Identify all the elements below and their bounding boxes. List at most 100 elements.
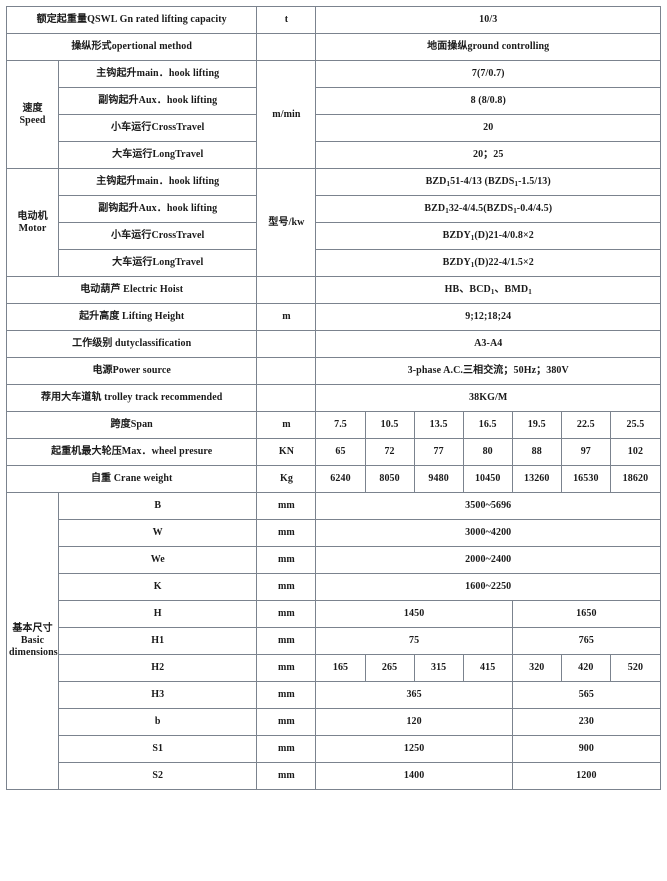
- group-label-speed: 速度 Speed: [5, 60, 60, 169]
- row-value-wheel-3: 80: [462, 438, 513, 466]
- row-value-span-1: 10.5: [364, 411, 415, 439]
- row-unit-power-source: [256, 357, 317, 385]
- row-label-motor-long-travel: 大车运行LongTravel: [58, 249, 258, 277]
- row-value-weight-0: 6240: [315, 465, 366, 493]
- row-value-span-6: 25.5: [609, 411, 662, 439]
- row-label-trolley-track: 荐用大车道轨 trolley track recommended: [5, 384, 258, 412]
- row-label-dim-H: H: [58, 600, 258, 628]
- row-value-wheel-0: 65: [315, 438, 366, 466]
- row-unit-dim-We: mm: [256, 546, 317, 574]
- row-value-motor-cross-travel: BZDY1(D)21-4/0.8×2: [315, 222, 661, 250]
- group-label-basic-en2: dimensions: [9, 646, 58, 658]
- table-row-rated-capacity: 额定起重量QSWL Gn rated lifting capacity t 10…: [5, 6, 661, 34]
- group-label-motor: 电动机 Motor: [5, 168, 60, 277]
- table-row-motor-long-travel: 大车运行LongTravel BZDY1(D)22-4/1.5×2: [7, 249, 661, 277]
- row-value-operation-method: 地面操纵ground controlling: [315, 33, 661, 61]
- row-label-max-wheel-pressure: 起重机最大轮压Max．wheel presure: [5, 438, 258, 466]
- row-value-weight-6: 18620: [609, 465, 662, 493]
- row-label-crane-weight: 自重 Crane weight: [5, 465, 258, 493]
- table-row-duty-classification: 工作级别 dutyclassification A3-A4: [5, 330, 661, 358]
- table-row-dim-S2: S2 mm 1400 1200: [7, 762, 662, 790]
- row-value-dim-H3-left: 365: [315, 681, 513, 709]
- group-label-speed-cn: 速度: [22, 102, 43, 114]
- row-value-dim-H3-right: 565: [511, 681, 662, 709]
- row-value-dim-K: 1600~2250: [315, 573, 661, 601]
- row-label-duty-classification: 工作级别 dutyclassification: [5, 330, 258, 358]
- table-row-dim-H2: H2 mm 165 265 315 415 320 420 520: [7, 654, 662, 682]
- row-unit-dim-S2: mm: [256, 762, 317, 790]
- row-unit-dim-b: mm: [256, 708, 317, 736]
- row-value-dim-S1-right: 900: [511, 735, 662, 763]
- row-label-dim-b: b: [58, 708, 258, 736]
- row-value-dim-H1-right: 765: [511, 627, 662, 655]
- row-value-trolley-track: 38KG/M: [315, 384, 661, 412]
- row-value-wheel-5: 97: [560, 438, 611, 466]
- row-label-electric-hoist: 电动葫芦 Electric Hoist: [5, 276, 258, 304]
- row-label-speed-cross-travel: 小车运行CrossTravel: [58, 114, 258, 142]
- row-value-span-0: 7.5: [315, 411, 366, 439]
- table-row-dim-K: K mm 1600~2250: [7, 573, 661, 601]
- row-value-weight-5: 16530: [560, 465, 611, 493]
- row-label-operation-method: 操纵形式opertional method: [5, 33, 258, 61]
- table-row-dim-W: W mm 3000~4200: [7, 519, 661, 547]
- row-label-lifting-height: 起升高度 Lifting Height: [5, 303, 258, 331]
- row-unit-dim-H1: mm: [256, 627, 317, 655]
- row-value-weight-1: 8050: [364, 465, 415, 493]
- row-value-dim-H-left: 1450: [315, 600, 513, 628]
- row-value-dim-W: 3000~4200: [315, 519, 661, 547]
- row-value-weight-2: 9480: [413, 465, 464, 493]
- row-value-dim-S1-left: 1250: [315, 735, 513, 763]
- row-value-rated-capacity: 10/3: [315, 6, 661, 34]
- table-row-dim-B: 基本尺寸 Basic dimensions B mm 3500~5696: [5, 492, 661, 790]
- table-row-max-wheel-pressure: 起重机最大轮压Max．wheel presure KN 65 72 77 80 …: [5, 438, 662, 466]
- row-unit-dim-B: mm: [256, 492, 317, 520]
- row-value-motor-aux-hook: BZD132-4/4.5(BZDS1-0.4/4.5): [315, 195, 661, 223]
- row-value-dim-H2-0: 165: [315, 654, 366, 682]
- table-row-dim-We: We mm 2000~2400: [7, 546, 661, 574]
- group-label-motor-cn: 电动机: [17, 210, 48, 222]
- row-label-dim-H1: H1: [58, 627, 258, 655]
- row-unit-operation-method: [256, 33, 317, 61]
- row-unit-lifting-height: m: [256, 303, 317, 331]
- table-row-span: 跨度Span m 7.5 10.5 13.5 16.5 19.5 22.5 25…: [5, 411, 662, 439]
- row-value-wheel-4: 88: [511, 438, 562, 466]
- row-value-speed-aux-hook: 8 (8/0.8): [315, 87, 661, 115]
- row-label-motor-cross-travel: 小车运行CrossTravel: [58, 222, 258, 250]
- row-value-dim-H1-left: 75: [315, 627, 513, 655]
- row-label-speed-aux-hook: 副钩起升Aux．hook lifting: [58, 87, 258, 115]
- row-unit-speed: m/min: [256, 60, 317, 169]
- row-value-motor-long-travel: BZDY1(D)22-4/1.5×2: [315, 249, 661, 277]
- table-row-motor-aux-hook: 副钩起升Aux．hook lifting BZD132-4/4.5(BZDS1-…: [7, 195, 661, 223]
- group-label-basic-cn: 基本尺寸: [12, 623, 53, 635]
- row-label-span: 跨度Span: [5, 411, 258, 439]
- table-row-speed-long-travel: 大车运行LongTravel 20；25: [7, 141, 661, 169]
- table-row-speed-main-hook: 速度 Speed 主钩起升main．hook lifting m/min 7(7…: [5, 60, 661, 169]
- row-unit-electric-hoist: [256, 276, 317, 304]
- row-label-dim-S1: S1: [58, 735, 258, 763]
- row-unit-motor: 型号/kw: [256, 168, 317, 277]
- row-value-weight-4: 13260: [511, 465, 562, 493]
- row-value-span-3: 16.5: [462, 411, 513, 439]
- group-label-speed-en: Speed: [19, 114, 46, 126]
- crane-specification-table: 额定起重量QSWL Gn rated lifting capacity t 10…: [5, 6, 662, 790]
- group-label-basic-dimensions: 基本尺寸 Basic dimensions: [5, 492, 60, 790]
- row-value-wheel-6: 102: [609, 438, 662, 466]
- table-row-crane-weight: 自重 Crane weight Kg 6240 8050 9480 10450 …: [5, 465, 662, 493]
- group-label-motor-en: Motor: [18, 222, 47, 234]
- row-unit-dim-H2: mm: [256, 654, 317, 682]
- row-label-speed-long-travel: 大车运行LongTravel: [58, 141, 258, 169]
- row-value-dim-H2-2: 315: [413, 654, 464, 682]
- row-unit-dim-H: mm: [256, 600, 317, 628]
- row-value-electric-hoist: HB、BCD1、BMD1: [315, 276, 661, 304]
- row-unit-dim-S1: mm: [256, 735, 317, 763]
- row-label-dim-W: W: [58, 519, 258, 547]
- table-row-motor-cross-travel: 小车运行CrossTravel BZDY1(D)21-4/0.8×2: [7, 222, 661, 250]
- table-row-motor-main-hook: 电动机 Motor 主钩起升main．hook lifting 型号/kw BZ…: [5, 168, 661, 277]
- row-unit-crane-weight: Kg: [256, 465, 317, 493]
- row-value-dim-We: 2000~2400: [315, 546, 661, 574]
- row-unit-span: m: [256, 411, 317, 439]
- table-row-trolley-track: 荐用大车道轨 trolley track recommended 38KG/M: [5, 384, 661, 412]
- row-value-dim-H2-3: 415: [462, 654, 513, 682]
- row-label-dim-B: B: [58, 492, 258, 520]
